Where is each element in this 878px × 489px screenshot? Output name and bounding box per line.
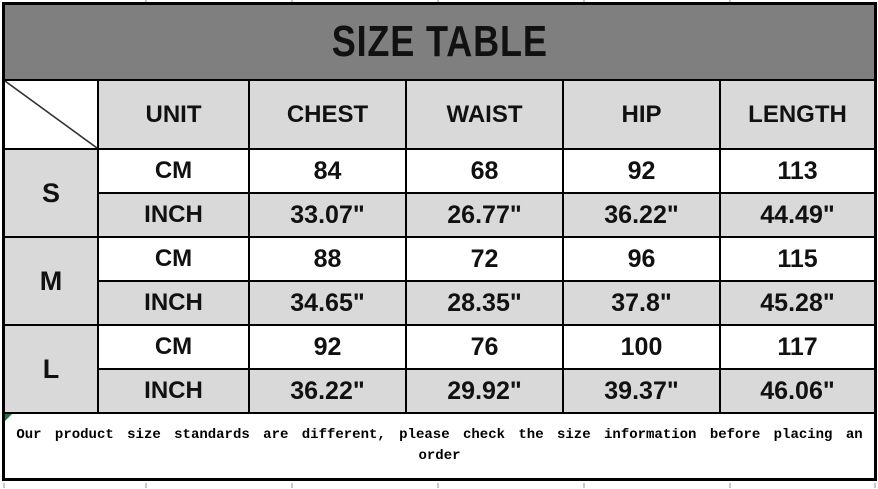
value-s-inch-hip: 36.22" xyxy=(564,194,719,236)
note-text: Our product size standards are different… xyxy=(16,427,863,464)
value-l-inch-length: 46.06" xyxy=(721,370,874,412)
column-header-unit: UNIT xyxy=(99,81,248,148)
value-m-cm-hip: 96 xyxy=(564,238,719,280)
size-table-title: SIZE TABLE xyxy=(331,17,548,66)
unit-label-inch: INCH xyxy=(99,370,248,412)
value-m-inch-chest: 34.65" xyxy=(250,282,405,324)
bottom-gridline-remnants xyxy=(0,483,878,488)
unit-label-inch: INCH xyxy=(99,194,248,236)
size-table-title-band: SIZE TABLE xyxy=(5,5,874,79)
value-s-inch-waist: 26.77" xyxy=(407,194,562,236)
unit-label-cm: CM xyxy=(99,238,248,280)
value-s-inch-chest: 33.07" xyxy=(250,194,405,236)
value-l-cm-waist: 76 xyxy=(407,326,562,368)
cell-corner-flag-icon xyxy=(5,414,12,421)
gridline-tick xyxy=(3,483,5,488)
value-m-cm-length: 115 xyxy=(721,238,874,280)
gridline-tick xyxy=(145,483,147,488)
size-label-l: L xyxy=(5,326,97,412)
value-l-cm-hip: 100 xyxy=(564,326,719,368)
size-label-m: M xyxy=(5,238,97,324)
value-s-cm-waist: 68 xyxy=(407,150,562,192)
column-header-length: LENGTH xyxy=(721,81,874,148)
corner-cell xyxy=(5,81,97,148)
gridline-tick xyxy=(583,483,585,488)
column-header-waist: WAIST xyxy=(407,81,562,148)
value-s-cm-chest: 84 xyxy=(250,150,405,192)
diagonal-divider-icon xyxy=(5,81,97,148)
unit-label-inch: INCH xyxy=(99,282,248,324)
gridline-tick xyxy=(874,483,876,488)
unit-label-cm: CM xyxy=(99,150,248,192)
column-header-chest: CHEST xyxy=(250,81,405,148)
value-l-cm-length: 117 xyxy=(721,326,874,368)
value-m-inch-length: 45.28" xyxy=(721,282,874,324)
size-label-s: S xyxy=(5,150,97,236)
gridline-tick xyxy=(291,483,293,488)
size-table: SIZE TABLE UNIT CHEST WAIST HIP LENGTH S… xyxy=(5,5,874,478)
value-l-inch-waist: 29.92" xyxy=(407,370,562,412)
value-s-cm-length: 113 xyxy=(721,150,874,192)
column-header-hip: HIP xyxy=(564,81,719,148)
unit-label-cm: CM xyxy=(99,326,248,368)
value-m-inch-hip: 37.8" xyxy=(564,282,719,324)
gridline-tick xyxy=(437,483,439,488)
value-l-inch-chest: 36.22" xyxy=(250,370,405,412)
value-l-cm-chest: 92 xyxy=(250,326,405,368)
value-s-inch-length: 44.49" xyxy=(721,194,874,236)
value-m-cm-waist: 72 xyxy=(407,238,562,280)
value-l-inch-hip: 39.37" xyxy=(564,370,719,412)
gridline-tick xyxy=(729,483,731,488)
value-s-cm-hip: 92 xyxy=(564,150,719,192)
note-cell: Our product size standards are different… xyxy=(5,414,874,478)
value-m-inch-waist: 28.35" xyxy=(407,282,562,324)
value-m-cm-chest: 88 xyxy=(250,238,405,280)
size-table-frame: SIZE TABLE UNIT CHEST WAIST HIP LENGTH S… xyxy=(2,2,877,481)
